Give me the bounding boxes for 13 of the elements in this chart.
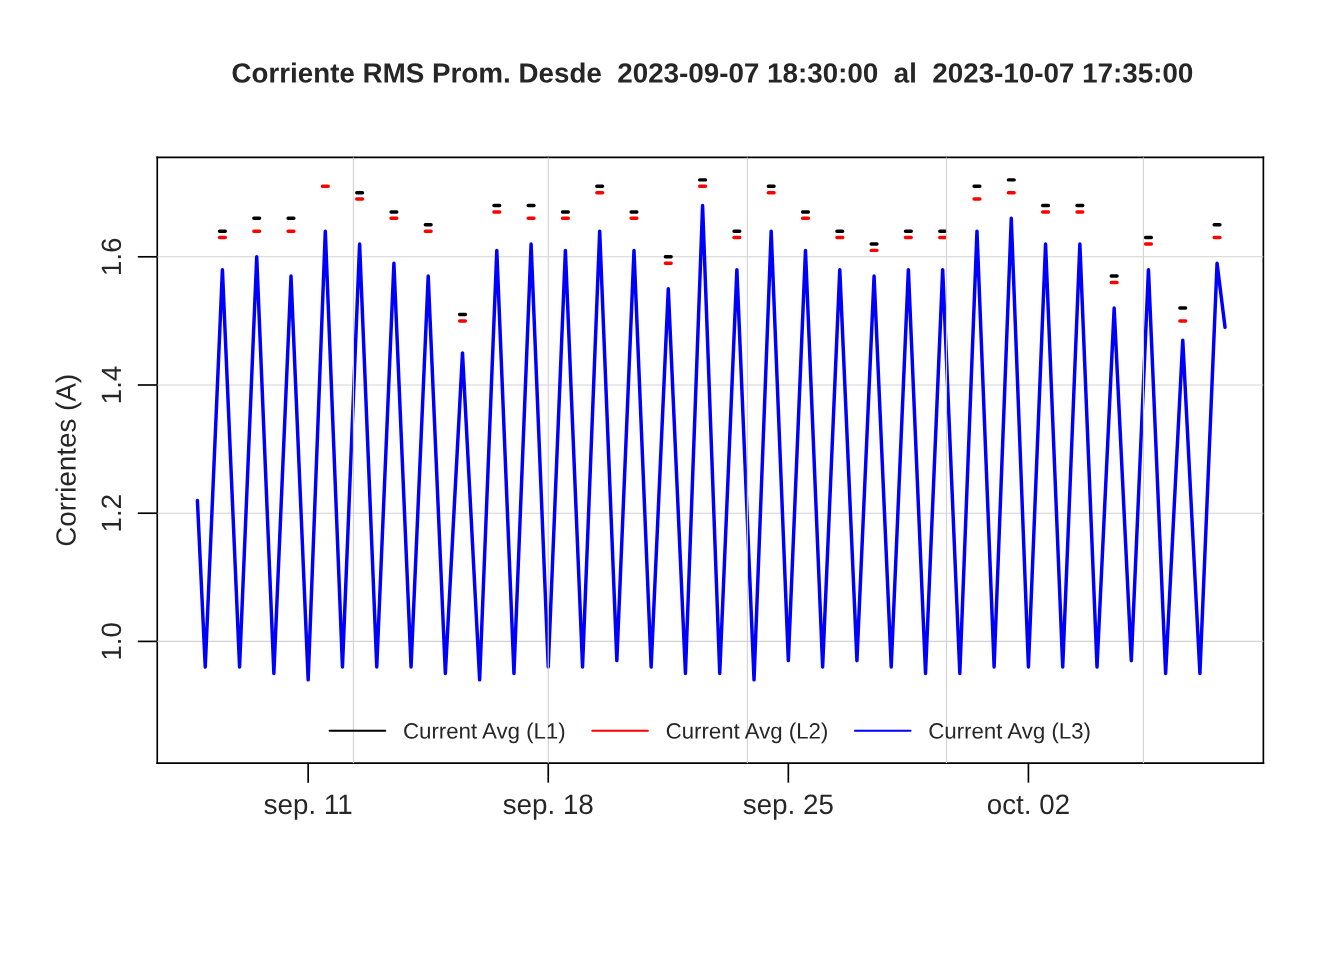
y-tick-label: 1.0 — [101, 623, 122, 659]
y-tick-label: 1.6 — [101, 238, 122, 274]
x-tick-label: oct. 02 — [987, 794, 1069, 815]
y-tick-label: 1.2 — [101, 495, 121, 531]
y-axis-title: Corrientes (A) — [55, 375, 82, 546]
legend-label: Current Avg (L2) — [666, 722, 827, 744]
legend-label: Current Avg (L1) — [404, 722, 565, 744]
x-tick-label: sep. 18 — [503, 794, 593, 820]
legend-label: Current Avg (L3) — [929, 722, 1090, 744]
x-tick-label: sep. 25 — [743, 794, 833, 820]
y-tick-label: 1.4 — [101, 366, 121, 403]
chart-title: Corriente RMS Prom. Desde 2023-09-07 18:30:00 al 2023-10-07 17:35:00 — [232, 62, 1193, 83]
x-tick-label: sep. 11 — [264, 794, 352, 820]
